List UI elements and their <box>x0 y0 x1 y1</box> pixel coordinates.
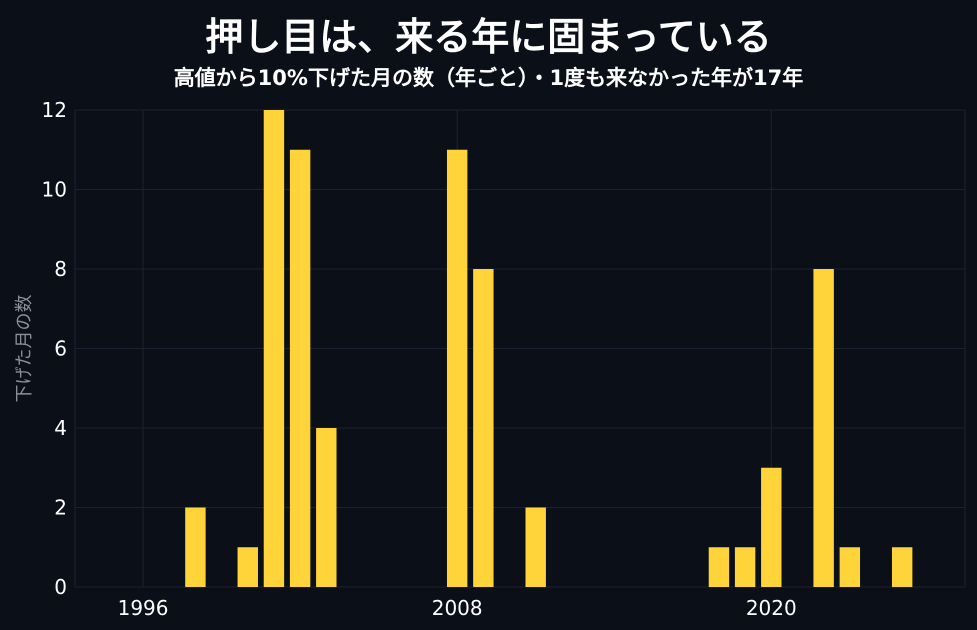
bar <box>473 269 494 587</box>
chart-subtitle: 高値から10%下げた月の数（年ごと）・1度も来なかった年が17年 <box>173 66 804 90</box>
y-tick-label: 12 <box>42 98 67 122</box>
y-tick-label: 10 <box>42 178 67 202</box>
bar <box>263 110 285 587</box>
bar <box>316 428 337 587</box>
bar <box>525 507 546 587</box>
y-axis-label: 下げた月の数 <box>14 295 35 403</box>
x-tick-label: 2020 <box>746 596 797 620</box>
x-tick-label: 1996 <box>118 596 169 620</box>
y-tick-label: 0 <box>54 575 67 599</box>
bar <box>185 507 206 587</box>
bar <box>734 547 756 587</box>
bar <box>891 547 913 587</box>
y-tick-label: 4 <box>54 416 67 440</box>
x-tick-label: 2008 <box>432 596 483 620</box>
bar <box>237 547 258 587</box>
bar <box>813 269 834 587</box>
bar <box>446 149 468 587</box>
y-tick-label: 8 <box>54 257 67 281</box>
bar <box>708 547 730 587</box>
bar <box>839 547 861 587</box>
y-tick-label: 6 <box>54 337 67 361</box>
bar <box>761 467 782 587</box>
bar <box>289 149 311 587</box>
chart-title: 押し目は、来る年に固まっている <box>205 15 772 59</box>
y-tick-label: 2 <box>54 496 67 520</box>
